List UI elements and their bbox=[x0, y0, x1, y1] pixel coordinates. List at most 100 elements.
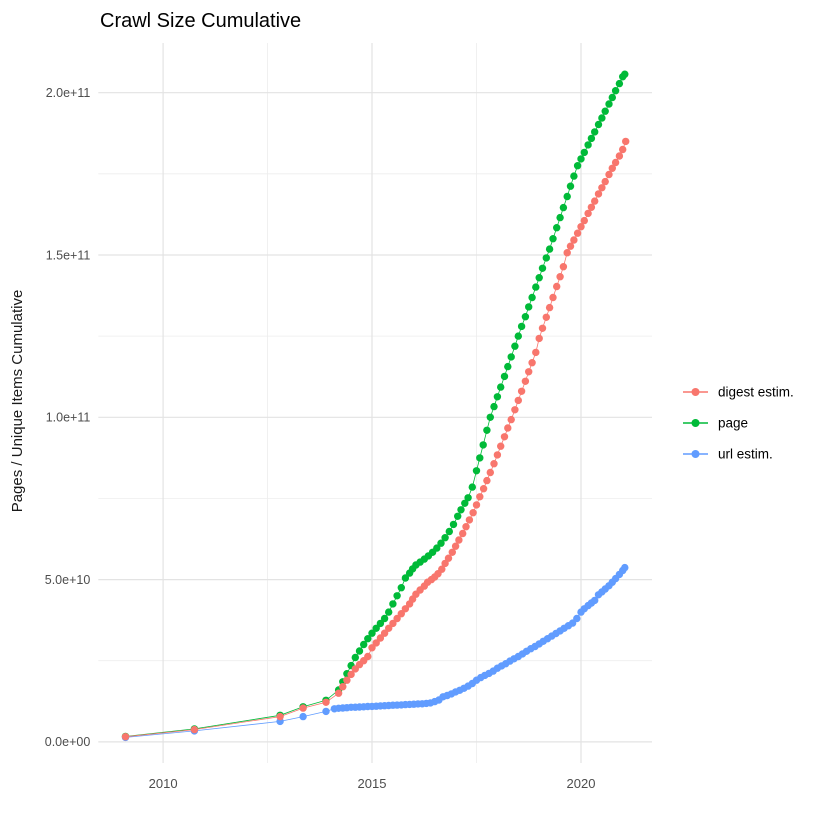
data-point-digest-estim bbox=[545, 303, 554, 312]
data-point-page bbox=[601, 107, 609, 115]
data-point-page bbox=[525, 303, 533, 311]
data-point-digest-estim bbox=[556, 273, 564, 281]
legend-label: digest estim. bbox=[718, 385, 794, 400]
data-point-page bbox=[615, 79, 624, 88]
data-point-page bbox=[504, 362, 512, 371]
data-point-url-estim bbox=[322, 707, 330, 716]
data-point-digest-estim bbox=[322, 698, 330, 706]
data-point-page bbox=[486, 413, 494, 421]
data-point-digest-estim bbox=[622, 137, 630, 146]
data-point-digest-estim bbox=[476, 493, 484, 501]
data-point-page bbox=[468, 483, 476, 491]
data-point-page bbox=[535, 274, 543, 282]
data-point-page bbox=[457, 506, 465, 514]
data-point-digest-estim bbox=[528, 359, 536, 367]
data-point-page bbox=[621, 70, 629, 78]
data-point-page bbox=[584, 141, 592, 149]
data-point-digest-estim bbox=[591, 197, 599, 205]
data-point-digest-estim bbox=[347, 670, 355, 679]
data-point-digest-estim bbox=[451, 542, 460, 550]
data-point-page bbox=[445, 527, 453, 536]
data-point-page bbox=[566, 182, 575, 190]
data-point-digest-estim bbox=[559, 263, 568, 271]
data-point-page bbox=[490, 402, 498, 411]
data-point-digest-estim bbox=[486, 468, 494, 477]
data-point-digest-estim bbox=[563, 249, 571, 257]
data-point-page bbox=[385, 608, 393, 616]
axis-labels-layer: 0.0e+00 5.0e+10 1.0e+11 1.5e+11 2.0e+11 2010 2… bbox=[45, 86, 596, 791]
data-point-digest-estim bbox=[500, 433, 509, 441]
data-point-digest-estim bbox=[493, 451, 502, 459]
data-point-digest-estim bbox=[511, 406, 519, 414]
legend-label: url estim. bbox=[718, 447, 773, 462]
data-point-page bbox=[608, 93, 616, 102]
data-point-digest-estim bbox=[615, 152, 624, 160]
data-point-page bbox=[545, 245, 554, 253]
data-point-digest-estim bbox=[469, 509, 477, 517]
data-point-url-estim bbox=[573, 614, 581, 623]
data-point-page bbox=[433, 544, 441, 552]
data-point-digest-estim bbox=[538, 324, 547, 332]
data-point-digest-estim bbox=[393, 614, 401, 623]
legend-key-dot bbox=[691, 450, 700, 458]
data-point-digest-estim bbox=[497, 442, 505, 450]
data-point-page bbox=[476, 454, 484, 462]
data-point-page bbox=[528, 293, 536, 302]
data-point-page bbox=[542, 254, 550, 262]
data-point-digest-estim bbox=[401, 605, 410, 613]
legend-item-digest-estim: digest estim. bbox=[683, 385, 794, 400]
x-tick-label: 2015 bbox=[358, 776, 387, 791]
data-point-digest-estim bbox=[483, 476, 491, 485]
data-point-page bbox=[479, 441, 487, 449]
data-point-digest-estim bbox=[577, 223, 585, 231]
data-point-digest-estim bbox=[521, 377, 530, 385]
data-point-digest-estim bbox=[608, 164, 616, 172]
data-point-url-estim bbox=[299, 712, 307, 721]
data-point-url-estim bbox=[621, 563, 629, 572]
data-point-page bbox=[556, 213, 564, 222]
data-point-page bbox=[605, 100, 613, 108]
data-point-page bbox=[389, 600, 397, 608]
data-point-page bbox=[514, 332, 522, 340]
data-point-digest-estim bbox=[397, 610, 405, 618]
data-point-page bbox=[507, 353, 515, 361]
data-point-digest-estim bbox=[549, 293, 557, 302]
data-point-page bbox=[573, 162, 582, 170]
data-point-page bbox=[493, 393, 502, 401]
data-point-page bbox=[611, 87, 620, 95]
data-point-digest-estim bbox=[448, 548, 456, 556]
data-point-page bbox=[454, 512, 462, 520]
data-point-digest-estim bbox=[587, 203, 596, 211]
data-point-digest-estim bbox=[479, 485, 488, 493]
data-point-digest-estim bbox=[372, 639, 380, 647]
data-point-page bbox=[511, 342, 519, 350]
data-point-page bbox=[401, 574, 410, 582]
data-point-page bbox=[538, 264, 547, 272]
data-point-digest-estim bbox=[385, 624, 393, 632]
data-point-digest-estim bbox=[276, 712, 284, 721]
data-point-digest-estim bbox=[339, 683, 347, 691]
data-point-page bbox=[461, 499, 469, 507]
data-point-page bbox=[441, 534, 449, 542]
data-point-digest-estim bbox=[619, 145, 627, 154]
data-point-page bbox=[521, 313, 530, 321]
y-tick-label: 1.5e+11 bbox=[46, 248, 91, 262]
data-point-digest-estim bbox=[334, 689, 343, 697]
y-axis-title: Pages / Unique Items Cumulative bbox=[9, 290, 26, 513]
series-layer bbox=[121, 70, 630, 742]
legend-item-url-estim: url estim. bbox=[683, 447, 773, 462]
data-point-digest-estim bbox=[566, 242, 575, 250]
data-point-digest-estim bbox=[601, 177, 609, 186]
data-point-page bbox=[393, 592, 401, 600]
data-point-page bbox=[449, 520, 458, 529]
data-point-digest-estim bbox=[438, 565, 446, 573]
data-point-page bbox=[559, 203, 568, 212]
data-point-page bbox=[472, 467, 481, 475]
data-point-digest-estim bbox=[553, 282, 561, 291]
legend-item-page: page bbox=[683, 416, 748, 431]
data-point-page bbox=[594, 120, 603, 129]
data-point-digest-estim bbox=[594, 190, 603, 198]
data-point-digest-estim bbox=[542, 313, 550, 321]
x-tick-label: 2020 bbox=[567, 776, 596, 791]
